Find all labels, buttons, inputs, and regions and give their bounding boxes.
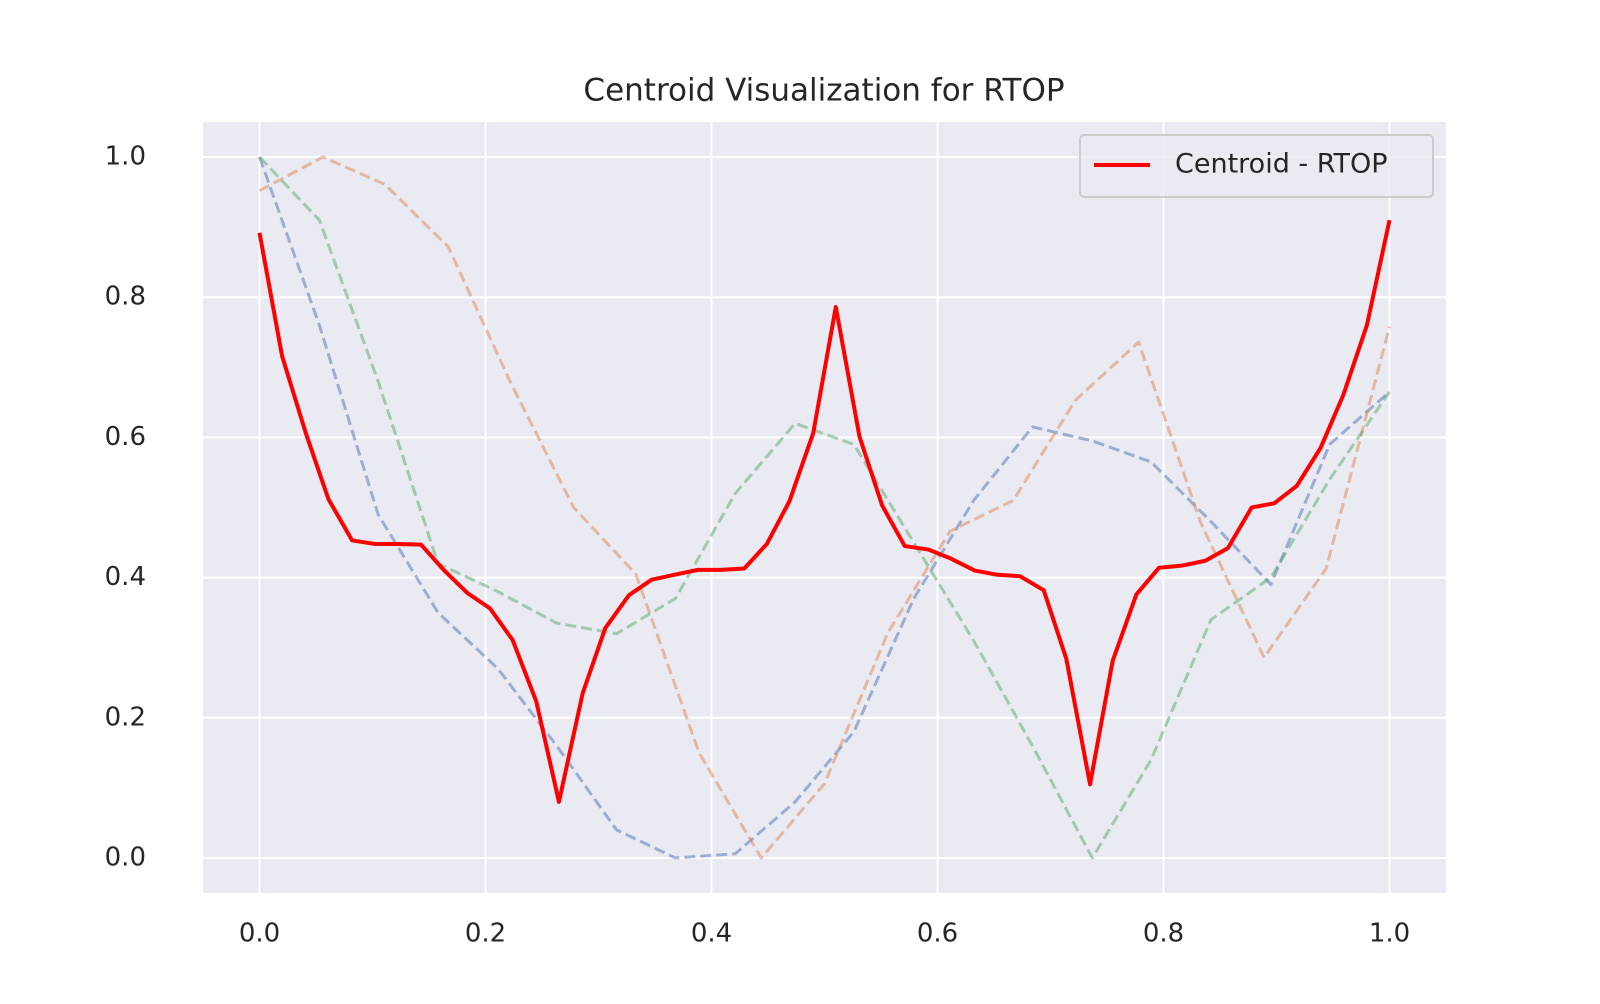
x-tick-label: 0.2 <box>465 919 506 949</box>
legend-box <box>1079 134 1434 198</box>
x-tick-label: 0.8 <box>1143 919 1184 949</box>
x-tick-label: 1.0 <box>1369 919 1410 949</box>
y-tick-label: 0.0 <box>105 842 146 872</box>
dashed-line <box>258 156 1391 860</box>
plot-area <box>203 122 1446 893</box>
y-tick-label: 0.6 <box>105 422 146 452</box>
legend-label: Centroid - RTOP <box>1175 149 1388 180</box>
y-tick-label: 1.0 <box>105 142 146 172</box>
x-tick-label: 0.4 <box>691 919 732 949</box>
x-tick-label: 0.0 <box>239 919 280 949</box>
chart-title: Centroid Visualization for RTOP <box>583 73 1064 109</box>
centroid-line <box>257 219 1392 804</box>
y-tick-label: 0.2 <box>105 702 146 732</box>
y-tick-label: 0.8 <box>105 282 146 312</box>
dashed-line <box>258 156 1391 860</box>
dashed-line <box>258 155 1391 860</box>
y-tick-label: 0.4 <box>105 562 146 592</box>
x-tick-label: 0.6 <box>917 919 958 949</box>
legend: Centroid - RTOP <box>1079 134 1434 198</box>
